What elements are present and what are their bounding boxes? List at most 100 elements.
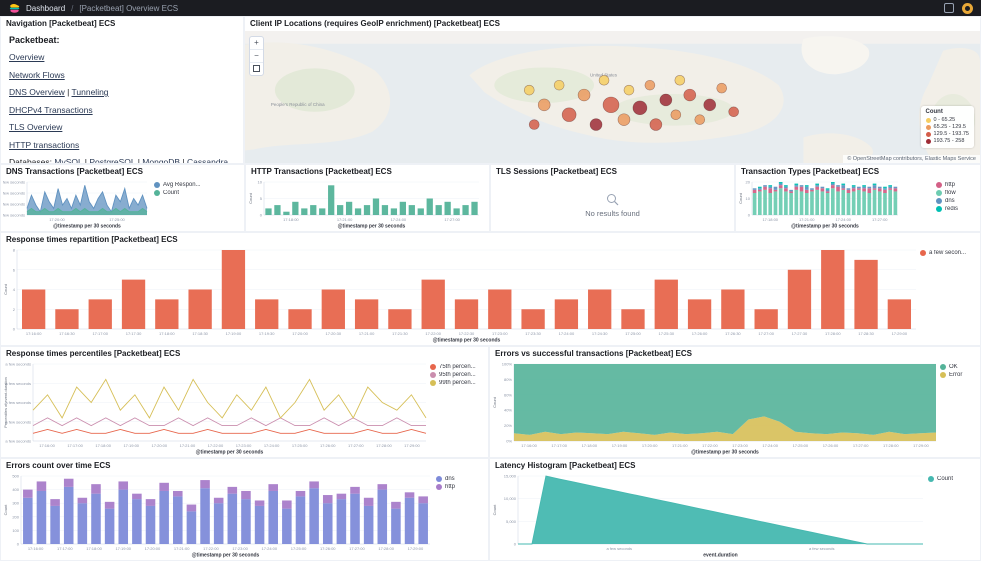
svg-text:17:27:00: 17:27:00: [444, 217, 460, 222]
svg-text:100: 100: [12, 528, 19, 533]
zoom-in-button[interactable]: +: [250, 37, 263, 50]
breadcrumb-dashboard[interactable]: Dashboard: [26, 3, 66, 13]
dns-transactions-chart[interactable]: a few seconds a few seconds a few seconds a…: [3, 179, 149, 229]
elastic-logo-icon: [9, 3, 19, 13]
legend-item[interactable]: flow: [936, 190, 976, 196]
legend-item[interactable]: redis: [936, 206, 976, 212]
latency-histogram-chart[interactable]: 15,000 10,000 5,000 0 a few seconds a few sec…: [492, 473, 925, 558]
nav-link-network-flows[interactable]: Network Flows: [9, 69, 65, 80]
panel-title[interactable]: HTTP Transactions [Packetbeat] ECS: [251, 167, 392, 176]
svg-text:17:19:00: 17:19:00: [123, 443, 139, 448]
nav-separator: |: [64, 87, 72, 97]
transaction-types-legend: http flow dns redis: [936, 182, 976, 212]
panel-title[interactable]: Response times percentiles [Packetbeat] …: [6, 349, 181, 358]
nav-link-dns-overview[interactable]: DNS Overview: [9, 87, 65, 97]
legend-item[interactable]: 75th percen...: [430, 364, 484, 370]
svg-text:a few seconds: a few seconds: [809, 546, 835, 551]
legend-item[interactable]: Avg Respon...: [154, 182, 239, 188]
panel-title[interactable]: Client IP Locations (requires GeoIP enri…: [250, 19, 500, 28]
legend-label: 75th percen...: [439, 364, 476, 370]
svg-text:17:18:00: 17:18:00: [159, 331, 175, 336]
nav-link-tls-overview[interactable]: TLS Overview: [9, 122, 63, 132]
svg-text:17:19:30: 17:19:30: [259, 331, 275, 336]
nav-link-mongodb[interactable]: MongoDB: [142, 157, 181, 164]
svg-text:17:21:00: 17:21:00: [180, 443, 196, 448]
legend-item[interactable]: http: [436, 484, 480, 490]
elastic-logo[interactable]: [8, 2, 20, 14]
dashboard-canvas: Navigation [Packetbeat] ECS Packetbeat: …: [0, 16, 981, 561]
panel-title[interactable]: Latency Histogram [Packetbeat] ECS: [495, 461, 636, 470]
legend-dot: [928, 476, 934, 482]
panel-title[interactable]: TLS Sessions [Packetbeat] ECS: [496, 167, 617, 176]
svg-text:17:20:00: 17:20:00: [642, 443, 658, 448]
response-times-percentiles-chart[interactable]: a few seconds a few seconds a few seconds a…: [3, 361, 428, 455]
svg-text:17:17:00: 17:17:00: [551, 443, 567, 448]
legend-item[interactable]: 99th percen...: [430, 380, 484, 386]
legend-dot: [430, 364, 436, 370]
svg-text:17:24:00: 17:24:00: [264, 443, 280, 448]
legend-item[interactable]: a few secon...: [920, 250, 976, 256]
transaction-types-chart[interactable]: 20 10 0 17:18:00 17:21:00 17:24:00 17:27:00 @ti…: [738, 179, 900, 229]
legend-item[interactable]: OK: [940, 364, 976, 370]
no-results-empty-state: No results found: [491, 179, 734, 231]
panel-title[interactable]: Errors count over time ECS: [6, 461, 111, 470]
legend-item[interactable]: Count: [154, 190, 239, 196]
panel-title[interactable]: Response times repartition [Packetbeat] …: [6, 235, 178, 244]
svg-text:0: 0: [748, 213, 751, 218]
nav-link-mysql[interactable]: MySQL: [54, 157, 83, 164]
svg-text:17:16:00: 17:16:00: [26, 331, 42, 336]
svg-text:100%: 100%: [502, 362, 513, 367]
map-canvas[interactable]: People's Republic of China United States …: [245, 31, 980, 163]
panel-title[interactable]: Navigation [Packetbeat] ECS: [6, 19, 116, 28]
svg-text:17:19:00: 17:19:00: [612, 443, 628, 448]
fit-bounds-button[interactable]: [250, 63, 263, 75]
map-zoom-controls: + −: [249, 36, 264, 76]
legend-item[interactable]: Error: [940, 372, 976, 378]
panel-title[interactable]: Transaction Types [Packetbeat] ECS: [741, 167, 880, 176]
map-legend-dot: [925, 124, 931, 130]
svg-text:17:21:00: 17:21:00: [359, 331, 375, 336]
user-avatar[interactable]: [962, 2, 973, 14]
panel-errors-vs-successful: Errors vs successful transactions [Packe…: [489, 346, 981, 458]
panel-title[interactable]: DNS Transactions [Packetbeat] ECS: [6, 167, 143, 176]
svg-text:Count: Count: [492, 504, 497, 516]
errors-count-chart[interactable]: 500 400 300 200 100 0 17:16:00 17:17:00 17:18:00…: [3, 473, 432, 558]
svg-text:17:27:00: 17:27:00: [349, 546, 365, 551]
nav-link-overview[interactable]: Overview: [9, 52, 45, 62]
zoom-out-button[interactable]: −: [250, 50, 263, 63]
http-transactions-chart[interactable]: 10 5 0 17:18:00 17:21:00 17:24:00 17:27:00 @tim…: [248, 179, 481, 229]
legend-item[interactable]: 95th percen...: [430, 372, 484, 378]
legend-label: Count: [937, 476, 954, 482]
panel-http-transactions: HTTP Transactions [Packetbeat] ECS 10 5 0 1…: [245, 164, 490, 232]
panel-title[interactable]: Errors vs successful transactions [Packe…: [495, 349, 692, 358]
legend-label: http: [945, 182, 956, 188]
svg-text:17:20:00: 17:20:00: [49, 217, 65, 222]
legend-item[interactable]: dns: [436, 476, 480, 482]
map-legend-range: 129.5 - 193.75: [933, 131, 969, 137]
legend-item[interactable]: Count: [928, 476, 974, 482]
share-icon[interactable]: [944, 3, 954, 13]
legend-label: redis: [945, 206, 959, 212]
response-times-repartition-chart[interactable]: 8 6 4 2 0 17:16:00 17:16:30 17:17:00 17:17:30 17:…: [3, 247, 918, 343]
svg-text:a few seconds: a few seconds: [3, 180, 25, 185]
nav-link-cassandra[interactable]: Cassandra: [187, 157, 229, 164]
nav-link-postgresql[interactable]: PostgreSQL: [89, 157, 136, 164]
map-ip-location-circles[interactable]: [523, 75, 739, 131]
map-svg[interactable]: People's Republic of China United States: [245, 31, 980, 163]
nav-link-tunneling[interactable]: Tunneling: [71, 87, 109, 97]
svg-text:17:25:00: 17:25:00: [292, 443, 308, 448]
errors-vs-successful-chart[interactable]: 100% 80% 60% 40% 20% 0% 17:16:00 17:17:00 17:18:…: [492, 361, 938, 455]
legend-label: Avg Respon...: [163, 182, 201, 188]
svg-text:Count: Count: [248, 192, 253, 204]
svg-text:20: 20: [746, 180, 751, 185]
map-attribution[interactable]: © OpenStreetMap contributors, Elastic Ma…: [843, 155, 980, 163]
nav-link-http-transactions[interactable]: HTTP transactions: [9, 139, 80, 150]
legend-item[interactable]: http: [936, 182, 976, 188]
panel-response-times-repartition: Response times repartition [Packetbeat] …: [0, 232, 981, 346]
nav-prefix: Databases:: [9, 157, 55, 164]
latency-histogram-legend: Count: [928, 476, 974, 482]
svg-text:200: 200: [12, 514, 19, 519]
legend-item[interactable]: dns: [936, 198, 976, 204]
legend-dot: [154, 182, 160, 188]
nav-link-dhcpv4-transactions[interactable]: DHCPv4 Transactions: [9, 104, 93, 115]
